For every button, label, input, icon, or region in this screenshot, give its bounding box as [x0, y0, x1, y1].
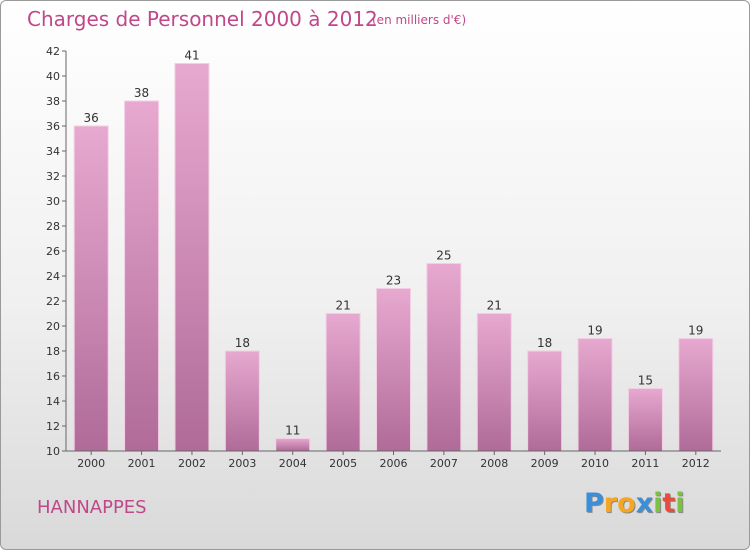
y-tick-label: 28: [46, 220, 60, 233]
x-tick-label: 2005: [329, 457, 357, 470]
x-tick-label: 2010: [581, 457, 609, 470]
y-tick-label: 24: [46, 270, 60, 283]
commune-name: HANNAPPES: [37, 497, 147, 518]
x-tick-label: 2004: [279, 457, 307, 470]
value-label: 41: [184, 49, 199, 63]
bars-group: 36 38 41 18 11 21 23 25 21 18 19 15 19: [73, 49, 714, 452]
bar-2008: [476, 313, 512, 452]
value-label: 15: [638, 374, 653, 388]
value-label: 19: [587, 324, 602, 338]
logo-letter: o: [617, 488, 636, 519]
value-label: 38: [134, 86, 149, 100]
value-label: 25: [436, 249, 451, 263]
value-label: 36: [84, 111, 99, 125]
value-label: 21: [487, 299, 502, 313]
bar-2005: [325, 313, 361, 452]
bar-2012: [678, 338, 714, 452]
x-tick-label: 2001: [128, 457, 156, 470]
y-tick-label: 14: [46, 395, 60, 408]
y-tick-label: 18: [46, 345, 60, 358]
y-tick-label: 30: [46, 195, 60, 208]
y-tick-label: 32: [46, 170, 60, 183]
y-tick-label: 40: [46, 70, 60, 83]
y-tick-label: 12: [46, 420, 60, 433]
bar-2007: [426, 263, 462, 452]
y-tick-label: 22: [46, 295, 60, 308]
bar-2000: [73, 125, 109, 452]
bar-2003: [224, 350, 260, 452]
bar-2002: [174, 63, 210, 452]
value-label: 21: [335, 299, 350, 313]
x-tick-label: 2006: [380, 457, 408, 470]
value-label: 11: [285, 424, 300, 438]
x-tick-label: 2011: [631, 457, 659, 470]
x-tick-label: 2007: [430, 457, 458, 470]
x-tick-label: 2009: [531, 457, 559, 470]
logo-letter: x: [635, 488, 654, 519]
value-label: 18: [235, 336, 250, 350]
x-tick-label: 2012: [682, 457, 710, 470]
y-tick-label: 26: [46, 245, 60, 258]
logo-letter: i: [675, 488, 685, 519]
x-tick-label: 2002: [178, 457, 206, 470]
y-tick-label: 36: [46, 120, 60, 133]
logo-letter: i: [653, 488, 663, 519]
x-tick-label: 2003: [228, 457, 256, 470]
chart-title: Charges de Personnel 2000 à 2012: [27, 7, 378, 31]
bar-2004: [275, 438, 311, 452]
y-tick-label: 16: [46, 370, 60, 383]
y-tick-label: 42: [46, 45, 60, 58]
value-label: 18: [537, 336, 552, 350]
value-label: 23: [386, 274, 401, 288]
y-tick-label: 10: [46, 445, 60, 458]
x-axis: 2000 2001 2002 2003 2004 2005 2006 2007 2008 2009…: [66, 450, 721, 470]
bar-2006: [376, 288, 411, 452]
y-tick-label: 34: [46, 145, 60, 158]
bar-2009: [527, 350, 563, 452]
value-label: 19: [688, 324, 703, 338]
logo-letter: P: [584, 488, 604, 519]
bar-2001: [124, 100, 160, 452]
x-tick-label: 2008: [480, 457, 508, 470]
y-axis: 10 12 14 16 18 20 22 24 26 28 30 32 34 36 38 40 42: [46, 45, 67, 458]
x-tick-label: 2000: [77, 457, 105, 470]
logo-letter: r: [603, 488, 618, 519]
y-tick-label: 20: [46, 320, 60, 333]
bar-2010: [577, 338, 613, 452]
bar-2011: [627, 388, 663, 452]
y-tick-label: 38: [46, 95, 60, 108]
proxiti-logo[interactable]: Proxiti: [584, 488, 685, 519]
logo-letter: t: [662, 488, 676, 519]
chart-subtitle: (en milliers d'€): [372, 13, 467, 27]
